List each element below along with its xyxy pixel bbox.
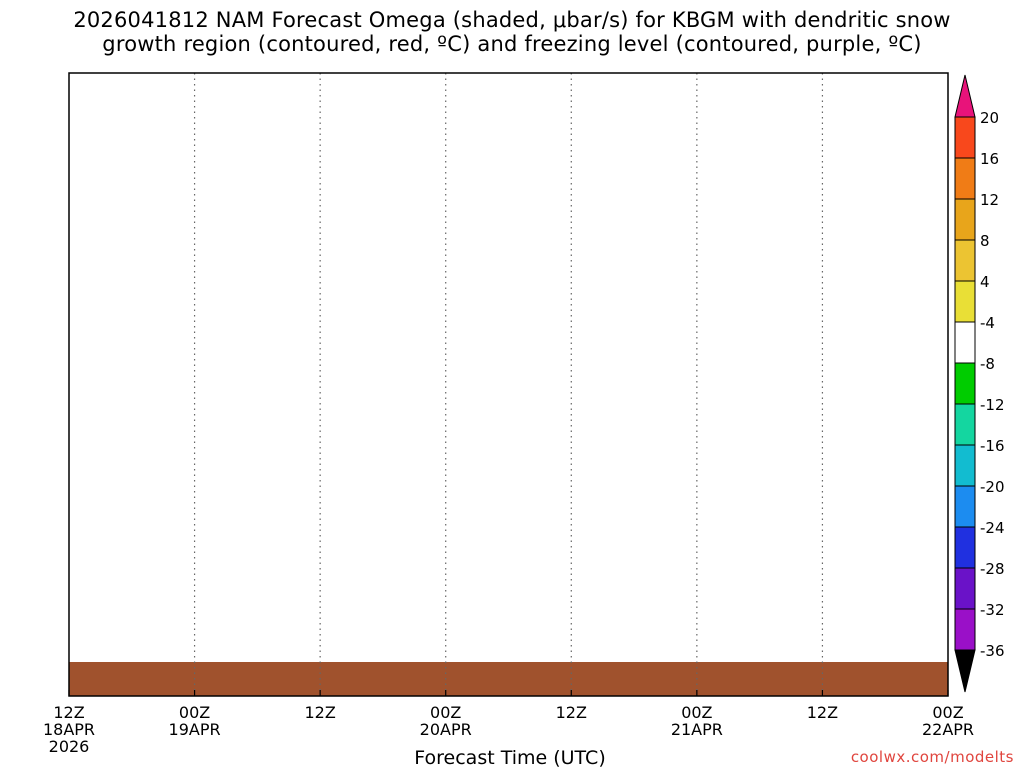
grid-layer xyxy=(193,73,824,696)
colorbar-box xyxy=(954,567,976,610)
x-tick-label: 00Z xyxy=(932,703,963,722)
x-tick-label: 12Z xyxy=(304,703,335,722)
colorbar-label: -16 xyxy=(980,437,1005,455)
colorbar-bottom-arrow xyxy=(954,649,976,693)
x-tick-label: 00Z xyxy=(179,703,210,722)
colorbar-label: -20 xyxy=(980,478,1005,496)
colorbar: 20 16 12 8 4 -4 -8 -12 -16 -20 -24 -28 -32 -36 xyxy=(954,74,1005,693)
plot-border xyxy=(68,72,949,697)
x-tick-label: 2026 xyxy=(49,737,90,756)
chart-title-line2: growth region (contoured, red, ºC) and f… xyxy=(102,32,922,56)
colorbar-label: -12 xyxy=(980,396,1005,414)
x-tick-label: 12Z xyxy=(807,703,838,722)
colorbar-box xyxy=(954,321,976,364)
colorbar-box xyxy=(954,485,976,528)
x-tick-label: 22APR xyxy=(922,720,974,739)
x-tick-label: 00Z xyxy=(681,703,712,722)
colorbar-box xyxy=(954,116,976,159)
colorbar-label: -32 xyxy=(980,601,1005,619)
chart-title-line1: 2026041812 NAM Forecast Omega (shaded, μ… xyxy=(73,8,951,32)
colorbar-label: 8 xyxy=(980,232,990,250)
colorbar-label: 12 xyxy=(980,191,999,209)
credit-text: coolwx.com/modelts xyxy=(850,748,1014,766)
colorbar-box xyxy=(954,403,976,446)
colorbar-box xyxy=(954,526,976,569)
plot-frame xyxy=(68,72,949,697)
colorbar-box xyxy=(954,608,976,651)
colorbar-top-arrow xyxy=(954,74,976,118)
colorbar-label: -8 xyxy=(980,355,995,373)
ground-surface xyxy=(69,662,948,696)
colorbar-label: 20 xyxy=(980,109,999,127)
x-tick-label: 19APR xyxy=(169,720,221,739)
colorbar-label: -24 xyxy=(980,519,1005,537)
colorbar-box xyxy=(954,362,976,405)
x-tick-label: 00Z xyxy=(430,703,461,722)
colorbar-box xyxy=(954,198,976,241)
x-tick-label: 21APR xyxy=(671,720,723,739)
colorbar-box xyxy=(954,239,976,282)
x-tick-label: 12Z xyxy=(53,703,84,722)
x-tick-label: 18APR xyxy=(43,720,95,739)
colorbar-box xyxy=(954,280,976,323)
x-axis-label: Forecast Time (UTC) xyxy=(414,747,605,768)
colorbar-label: -28 xyxy=(980,560,1005,578)
ground-layer xyxy=(69,662,948,696)
colorbar-label: -4 xyxy=(980,314,995,332)
colorbar-box xyxy=(954,444,976,487)
x-tick-label: 20APR xyxy=(420,720,472,739)
x-tick-label: 12Z xyxy=(556,703,587,722)
colorbar-label: 4 xyxy=(980,273,990,291)
colorbar-box xyxy=(954,157,976,200)
colorbar-label: -36 xyxy=(980,642,1005,660)
colorbar-label: 16 xyxy=(980,150,999,168)
